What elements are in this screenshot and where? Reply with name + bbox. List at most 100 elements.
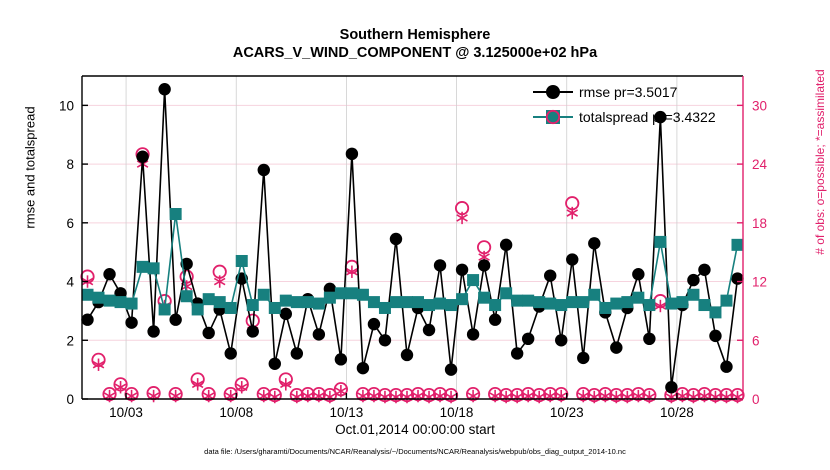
- rmse-point-marker: [356, 361, 370, 375]
- totalspread-point-marker: [92, 291, 105, 304]
- rmse-point-marker: [180, 257, 193, 271]
- obs-assimilated-asterisk-icon: [533, 390, 545, 404]
- legend-marker-rmse: [546, 85, 560, 99]
- totalspread-point-marker: [323, 291, 336, 304]
- obs-assimilated-asterisk-icon: [379, 390, 391, 404]
- obs-assimilated-asterisk-icon: [588, 390, 601, 404]
- obs-assimilated-asterisk-icon: [643, 390, 656, 404]
- obs-assimilated-asterisk-icon: [213, 275, 226, 288]
- totalspread-point-marker: [544, 297, 557, 310]
- totalspread-point-marker: [500, 287, 513, 300]
- tick-label-right: 6: [752, 333, 760, 348]
- rmse-point-marker: [103, 268, 116, 281]
- totalspread-point-marker: [345, 287, 358, 300]
- rmse-point-marker: [433, 259, 447, 272]
- rmse-point-marker: [610, 341, 623, 354]
- tick-label-left: 6: [66, 216, 74, 231]
- rmse-point-marker: [81, 313, 94, 326]
- rmse-point-marker: [257, 163, 270, 177]
- rmse-point-marker: [665, 381, 678, 394]
- obs-assimilated-asterisk-icon: [511, 390, 523, 404]
- totalspread-point-marker: [599, 301, 612, 314]
- obs-assimilated-asterisk-icon: [709, 390, 722, 404]
- obs-assimilated-asterisk-icon: [346, 265, 358, 278]
- tick-label-left: 8: [66, 157, 74, 172]
- totalspread-point-marker: [610, 297, 623, 310]
- rmse-point-marker: [521, 332, 535, 346]
- totalspread-point-marker: [709, 306, 722, 319]
- rmse-point-marker: [687, 273, 700, 287]
- totalspread-point-marker: [412, 296, 425, 309]
- totalspread-point-marker: [268, 301, 281, 314]
- obs-assimilated-asterisk-icon: [610, 390, 623, 404]
- tick-label-right: 24: [752, 157, 768, 172]
- obs-assimilated-asterisk-icon: [401, 390, 413, 404]
- totalspread-point-marker: [632, 291, 645, 304]
- totalspread-point-marker: [665, 297, 678, 310]
- tick-label-left: 2: [66, 333, 74, 348]
- totalspread-point-marker: [555, 299, 568, 312]
- totalspread-point-marker: [434, 297, 447, 310]
- totalspread-point-marker: [290, 296, 303, 309]
- obs-assimilated-asterisk-icon: [621, 390, 634, 404]
- obs-assimilated-asterisk-icon: [269, 390, 281, 404]
- tick-label-right: 30: [752, 98, 767, 113]
- totalspread-point-marker: [356, 288, 369, 301]
- rmse-point-marker: [334, 353, 348, 366]
- obs-assimilated-asterisk-icon: [390, 390, 402, 404]
- rmse-point-marker: [345, 147, 359, 161]
- totalspread-point-marker: [378, 301, 391, 314]
- rmse-point-marker: [169, 313, 182, 326]
- rmse-point-marker: [499, 238, 513, 252]
- rmse-point-marker: [378, 334, 392, 347]
- rmse-point-marker: [654, 110, 667, 124]
- rmse-point-marker: [290, 347, 304, 360]
- totalspread-point-marker: [235, 254, 248, 267]
- obs-assimilated-asterisk-icon: [467, 389, 479, 403]
- totalspread-point-marker: [81, 288, 94, 301]
- totalspread-point-marker: [202, 293, 215, 306]
- data-series: [81, 83, 744, 394]
- obs-assimilated-asterisk-icon: [335, 384, 347, 398]
- totalspread-point-marker: [334, 287, 347, 300]
- obs-assimilated-asterisk-icon: [114, 381, 127, 394]
- totalspread-point-marker: [654, 235, 667, 248]
- legend-marker-obs-circle-icon: [545, 109, 561, 125]
- totalspread-point-marker: [169, 208, 182, 221]
- legend-label: rmse pr=3.5017: [579, 84, 678, 100]
- rmse-point-marker: [312, 328, 326, 341]
- rmse-point-marker: [577, 351, 590, 365]
- obs-assimilated-asterisk-icon: [731, 390, 744, 404]
- totalspread-point-marker: [423, 299, 436, 312]
- obs-assimilated-asterisk-icon: [555, 389, 567, 403]
- series-totalspread: [81, 208, 744, 319]
- totalspread-point-marker: [533, 296, 546, 309]
- rmse-point-marker: [224, 347, 237, 360]
- obs-assimilated-asterisk-icon: [423, 390, 435, 404]
- obs-assimilated-asterisk-icon: [235, 381, 248, 394]
- totalspread-point-marker: [511, 294, 524, 307]
- obs-assimilated-asterisk-icon: [434, 389, 446, 403]
- totalspread-point-marker: [246, 299, 259, 312]
- totalspread-point-marker: [312, 297, 325, 310]
- series-line: [86, 89, 739, 388]
- rmse-point-marker: [544, 269, 557, 282]
- tick-label-left: 4: [66, 275, 74, 290]
- tick-label-right: 0: [752, 392, 760, 407]
- totalspread-point-marker: [400, 296, 413, 309]
- series-rmse: [81, 83, 744, 394]
- x-axis-label: Oct.01,2014 00:00:00 start: [335, 422, 495, 437]
- rmse-point-marker: [389, 232, 403, 246]
- rmse-point-marker: [455, 263, 469, 276]
- totalspread-point-marker: [566, 296, 579, 309]
- rmse-point-marker: [136, 150, 149, 163]
- obs-markers: [80, 147, 745, 404]
- obs-assimilated-asterisk-icon: [544, 389, 556, 403]
- tick-label-right: 18: [752, 216, 767, 231]
- totalspread-point-marker: [720, 294, 733, 307]
- obs-assimilated-asterisk-icon: [357, 389, 369, 403]
- tick-label-left: 0: [66, 392, 74, 407]
- legend: rmse pr=3.5017 totalspread pr=3.4322: [533, 84, 716, 125]
- obs-assimilated-asterisk-icon: [456, 211, 468, 225]
